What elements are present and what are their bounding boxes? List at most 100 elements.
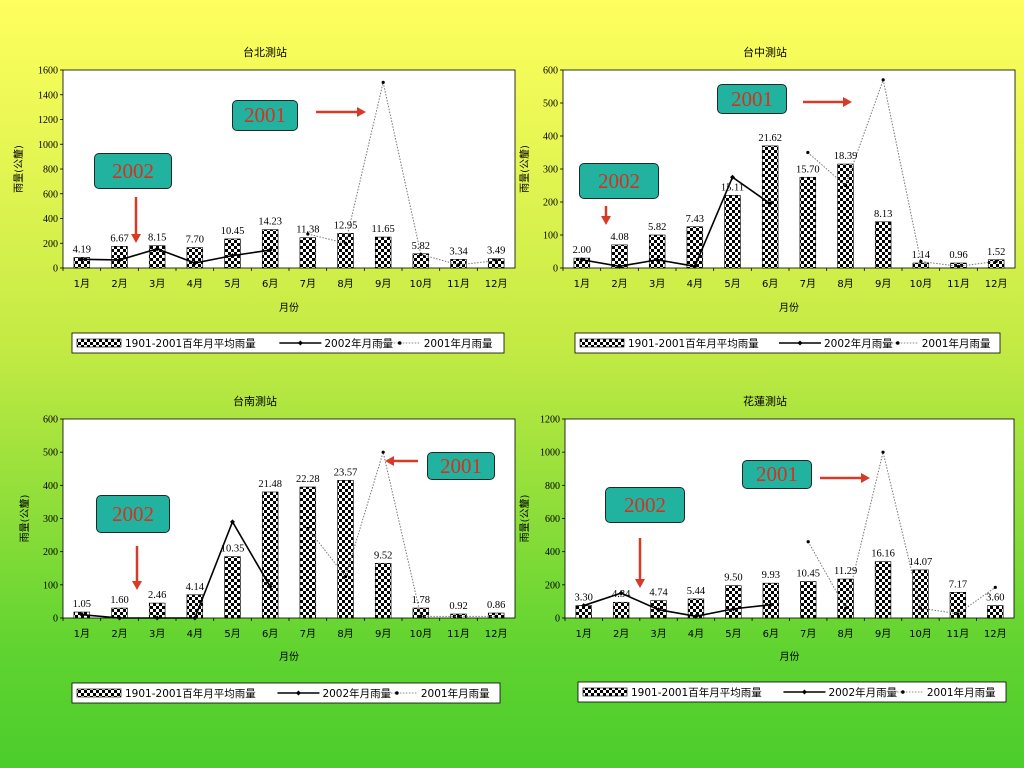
- point-2002: [618, 590, 624, 596]
- x-tick-label: 1月: [74, 278, 90, 290]
- y-tick-label: 400: [43, 214, 58, 225]
- x-tick-label: 8月: [337, 278, 353, 290]
- x-tick-label: 10月: [409, 628, 432, 640]
- data-label: 14.23: [258, 217, 282, 228]
- y-tick-label: 1200: [540, 415, 560, 426]
- bar-5月: [725, 585, 742, 619]
- line-2002: [581, 176, 771, 268]
- arrowhead-2001: [357, 107, 366, 117]
- x-tick-label: 10月: [909, 278, 932, 290]
- bar-2月: [612, 601, 630, 619]
- bar-8月: [337, 480, 354, 619]
- chart-svg: 花蓮測站 0 200 400 600 800 1000 1200 雨量(公釐) 3.30 4.34 4…: [518, 394, 1015, 703]
- point-2001: [419, 614, 423, 618]
- bar-3月: [148, 245, 166, 269]
- y-tick-label: 600: [43, 415, 58, 426]
- x-tick-label: 3月: [649, 278, 665, 290]
- callout-2002: 2002: [605, 487, 685, 523]
- point-2002: [117, 615, 122, 621]
- y-tick-label: 800: [545, 481, 560, 492]
- x-tick-label: 10月: [409, 278, 432, 290]
- data-label: 1.14: [912, 250, 931, 261]
- point-2001: [419, 252, 423, 256]
- legend-marker-2001: [901, 690, 905, 694]
- data-label: 4.74: [649, 588, 668, 599]
- bar-8月: [337, 233, 354, 269]
- legend-label-bar: 1901-2001百年月平均雨量: [125, 687, 256, 700]
- point-2001: [956, 264, 961, 268]
- point-2002: [154, 615, 160, 621]
- point-2001: [381, 450, 385, 454]
- x-tick-label: 2月: [611, 278, 627, 290]
- data-label: 8.15: [148, 233, 166, 244]
- y-tick-label: 200: [43, 239, 58, 250]
- point-2001: [343, 574, 348, 579]
- x-tick-label: 11月: [447, 628, 470, 640]
- y-axis-label: 雨量(公釐): [18, 495, 31, 543]
- data-label: 6.67: [110, 233, 128, 244]
- point-2001: [306, 526, 310, 531]
- legend-label-2001: 2001年月雨量: [927, 686, 996, 699]
- data-label: 18.39: [834, 151, 858, 162]
- chart-title: 台中測站: [743, 45, 787, 59]
- chart-title: 花蓮測站: [743, 394, 787, 408]
- point-2002: [154, 246, 160, 252]
- data-label: 9.52: [374, 550, 392, 561]
- data-label: 3.60: [986, 593, 1004, 604]
- x-tick-label: 12月: [984, 628, 1007, 640]
- point-2002: [654, 257, 660, 263]
- data-label: 3.34: [449, 246, 468, 257]
- arrowhead-2002: [131, 234, 141, 243]
- point-2002: [230, 519, 235, 525]
- data-label: 11.38: [296, 225, 319, 236]
- arrowhead-2002: [635, 579, 645, 588]
- point-2002: [79, 612, 85, 618]
- point-2001: [456, 263, 461, 267]
- x-tick-label: 5月: [724, 278, 740, 290]
- x-tick-label: 7月: [300, 278, 316, 290]
- legend-marker-2001: [895, 341, 900, 345]
- x-tick-label: 9月: [375, 628, 391, 640]
- callout-2002: 2002: [94, 153, 172, 189]
- y-axis-label: 雨量(公釐): [518, 145, 531, 193]
- point-2001: [993, 585, 997, 589]
- y-tick-label: 200: [545, 580, 560, 591]
- arrowhead-2001: [385, 456, 394, 466]
- x-tick-label: 1月: [576, 628, 592, 640]
- x-tick-label: 6月: [262, 278, 278, 290]
- chart-taichung: 台中測站 0 100 200 300 400 500 600 雨量(公釐) 2.00 4.08 5.8…: [512, 0, 1024, 384]
- bar-3月: [648, 234, 666, 269]
- bar-10月: [412, 607, 430, 619]
- data-label: 10.45: [796, 569, 820, 580]
- y-tick-label: 400: [543, 132, 558, 143]
- point-2001: [494, 614, 498, 618]
- legend-label-bar: 1901-2001百年月平均雨量: [631, 686, 762, 699]
- bar-12月: [987, 259, 1005, 269]
- legend-label-2002: 2002年月雨量: [324, 337, 393, 350]
- y-tick-label: 1000: [38, 140, 58, 151]
- x-tick-label: 1月: [74, 628, 90, 640]
- y-tick-label: 300: [43, 514, 58, 525]
- data-label: 3.49: [487, 246, 505, 257]
- y-tick-label: 600: [543, 66, 558, 77]
- chart-svg: 台南測站 0 100 200 300 400 500 600 雨量(公釐) 1.05 1.60 2.4…: [18, 394, 516, 704]
- y-tick-label: 400: [43, 481, 58, 492]
- bar-7月: [800, 581, 817, 619]
- y-tick-label: 200: [543, 198, 558, 209]
- y-tick-label: 1000: [540, 448, 560, 459]
- x-tick-label: 9月: [875, 628, 891, 640]
- point-2001: [806, 540, 810, 544]
- point-2001: [381, 80, 385, 84]
- chart-taipei: 台北測站 0 200 400 600 800 1000 1200 1400 1600 雨量(公釐) 4…: [0, 0, 516, 384]
- x-tick-label: 2月: [111, 628, 127, 640]
- bar-12月: [987, 605, 1004, 619]
- point-2002: [693, 613, 699, 619]
- point-2002: [617, 263, 622, 269]
- x-tick-label: 12月: [485, 628, 508, 640]
- bar-5月: [724, 195, 741, 269]
- bar-5月: [224, 556, 241, 619]
- y-axis-label: 雨量(公釐): [518, 495, 531, 543]
- x-tick-label: 7月: [300, 628, 316, 640]
- arrowhead-2001: [843, 97, 852, 107]
- x-tick-label: 3月: [149, 628, 165, 640]
